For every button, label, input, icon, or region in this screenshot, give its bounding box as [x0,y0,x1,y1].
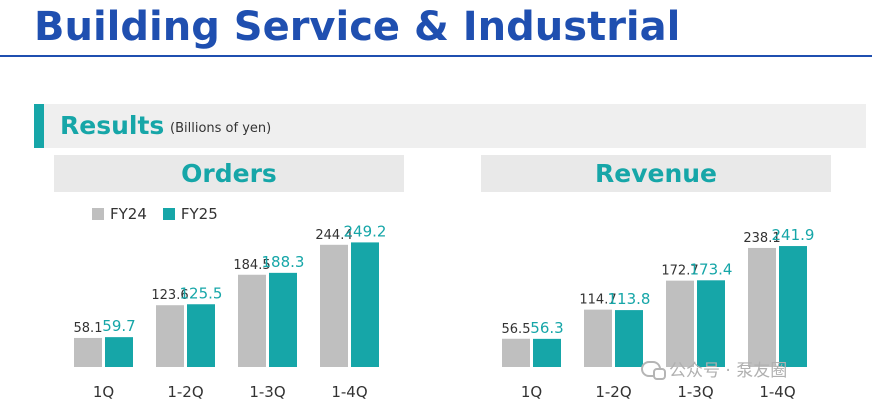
revenue-label-fy24-1q: 56.5 [502,322,531,337]
watermark-text: 公众号 · 泵友圈 [669,361,788,381]
orders-category-1-3q: 1-3Q [249,383,285,401]
watermark: 公众号 · 泵友圈 [641,356,787,381]
orders-bar-fy25-1-2q [187,304,215,367]
revenue-category-1-3q: 1-3Q [677,383,713,401]
revenue-bar-fy25-1q [533,338,561,367]
results-band [34,104,866,148]
legend-item-fy25: FY25 [162,205,218,223]
orders-label-fy24-1-3q: 184.5 [233,258,270,273]
revenue-category-1-4q: 1-4Q [759,383,795,401]
revenue-bar-fy24-1-2q [584,309,612,367]
legend-item-fy24: FY24 [92,205,147,223]
orders-bar-fy24-1-4q [320,244,348,367]
chart-legend: FY24 FY25 [92,205,234,223]
orders-bar-fy25-1-3q [269,272,297,367]
wechat-icon [641,360,666,380]
orders-chart-title: Orders [54,155,404,192]
revenue-category-1-2q: 1-2Q [595,383,631,401]
revenue-bar-fy24-1-3q [666,280,694,367]
revenue-label-fy25-1-3q: 173.4 [690,260,733,278]
revenue-bar-fy25-1-2q [615,310,643,367]
page-title: Building Service & Industrial [34,4,681,50]
revenue-label-fy24-1-3q: 172.7 [661,264,698,279]
revenue-label-fy24-1-2q: 114.7 [579,293,616,308]
orders-category-1-4q: 1-4Q [331,383,367,401]
legend-label-fy24: FY24 [110,205,147,223]
revenue-chart-title: Revenue [481,155,831,192]
orders-bar-fy25-1q [105,337,133,367]
results-accent-bar [34,104,44,148]
orders-label-fy25-1-4q: 249.2 [344,222,387,240]
legend-label-fy25: FY25 [180,205,218,223]
revenue-label-fy24-1-4q: 238.1 [743,231,780,246]
revenue-bar-fy25-1-3q [697,280,725,367]
orders-label-fy24-1-4q: 244.4 [315,228,352,243]
orders-bar-fy25-1-4q [351,242,379,367]
revenue-bar-fy25-1-4q [779,246,807,367]
revenue-category-1q: 1Q [521,383,542,401]
orders-label-fy25-1q: 59.7 [102,317,135,335]
revenue-label-fy25-1-4q: 241.9 [772,226,815,244]
results-unit: (Billions of yen) [170,121,272,136]
orders-category-1-2q: 1-2Q [167,383,203,401]
results-title: Results [60,111,165,140]
legend-swatch-fy24 [92,208,104,220]
orders-category-1q: 1Q [93,383,114,401]
orders-label-fy24-1q: 58.1 [74,321,103,336]
revenue-bar-fy24-1q [502,338,530,367]
revenue-label-fy25-1q: 56.3 [530,319,563,337]
orders-label-fy25-1-3q: 188.3 [262,253,305,271]
orders-bar-fy24-1q [74,337,102,367]
orders-label-fy25-1-2q: 125.5 [180,284,223,302]
orders-label-fy24-1-2q: 123.6 [151,288,188,303]
revenue-label-fy25-1-2q: 113.8 [608,290,651,308]
revenue-bar-fy24-1-4q [748,247,776,367]
orders-bar-fy24-1-2q [156,305,184,367]
orders-bar-fy24-1-3q [238,274,266,367]
title-divider [0,55,872,57]
legend-swatch-fy25 [162,208,175,220]
